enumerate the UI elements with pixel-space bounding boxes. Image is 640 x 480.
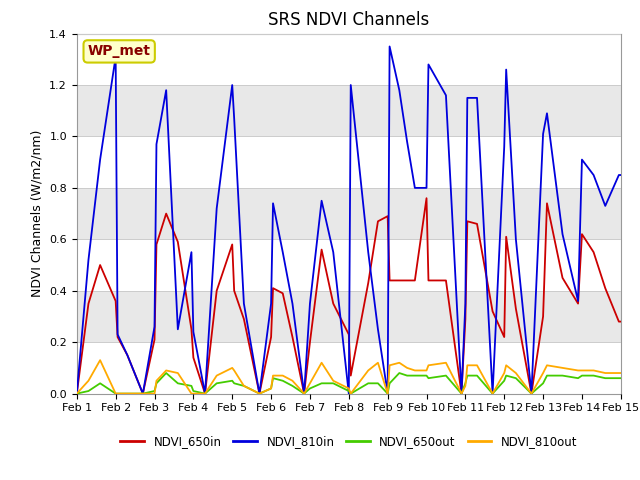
Bar	[77, 136, 621, 188]
Bar	[77, 342, 621, 394]
Legend: NDVI_650in, NDVI_810in, NDVI_650out, NDVI_810out: NDVI_650in, NDVI_810in, NDVI_650out, NDV…	[116, 430, 582, 453]
Bar	[77, 188, 621, 240]
Bar	[77, 85, 621, 136]
Y-axis label: NDVI Channels (W/m2/nm): NDVI Channels (W/m2/nm)	[31, 130, 44, 297]
Text: WP_met: WP_met	[88, 44, 150, 59]
Bar	[77, 34, 621, 85]
Bar	[77, 291, 621, 342]
Bar	[77, 240, 621, 291]
Title: SRS NDVI Channels: SRS NDVI Channels	[268, 11, 429, 29]
